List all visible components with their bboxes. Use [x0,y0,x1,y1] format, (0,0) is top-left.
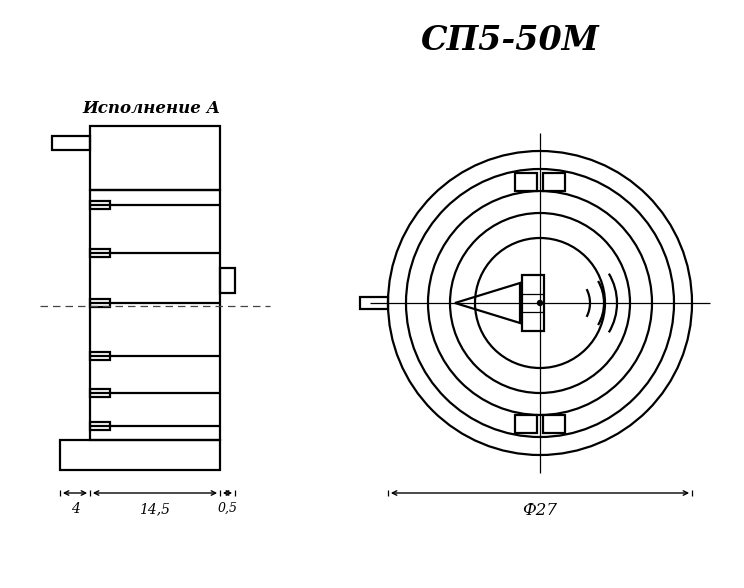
Text: 0,5: 0,5 [217,502,237,515]
Text: СП5-50М: СП5-50М [420,24,600,56]
Bar [90,352,110,360]
Text: 4: 4 [71,502,80,516]
Bar [220,268,235,293]
Bar [543,173,565,191]
Bar [60,440,220,470]
Bar [90,389,110,397]
Bar [90,126,220,190]
Bar [515,173,537,191]
Text: 14,5: 14,5 [140,502,170,516]
Text: Исполнение А: Исполнение А [82,99,220,116]
Bar [90,249,110,257]
Text: Ф27: Ф27 [522,502,557,519]
Bar [90,201,110,209]
Bar [90,299,110,307]
Circle shape [537,300,542,306]
Bar [52,136,90,150]
Bar [522,275,544,331]
Bar [360,297,388,309]
Bar [90,190,220,440]
Bar [515,415,537,433]
Bar [90,422,110,430]
Bar [543,415,565,433]
